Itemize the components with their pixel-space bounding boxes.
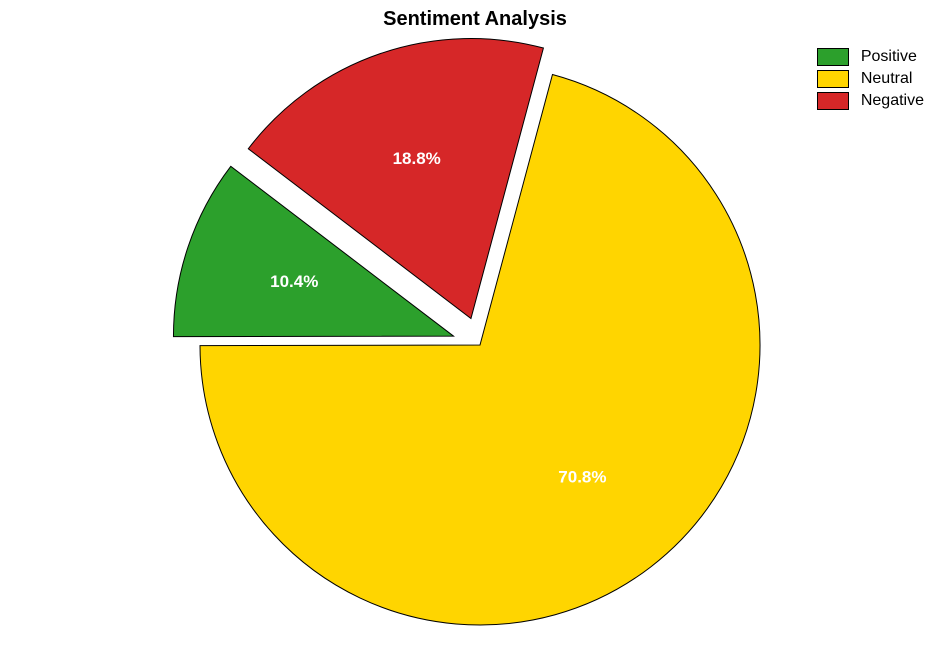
legend-swatch <box>817 92 849 110</box>
legend-swatch <box>817 70 849 88</box>
slice-label-neutral: 70.8% <box>558 468 606 487</box>
legend-label: Positive <box>861 48 917 66</box>
legend-label: Neutral <box>861 70 913 88</box>
legend-item: Negative <box>817 92 924 110</box>
legend: Positive Neutral Negative <box>817 48 924 114</box>
legend-item: Neutral <box>817 70 924 88</box>
legend-swatch <box>817 48 849 66</box>
pie-chart-svg: 18.8% 10.4% 70.8% <box>0 0 950 662</box>
pie-chart-container: Sentiment Analysis 18.8%10.4%70.8% Posit… <box>0 0 950 662</box>
slice-label-negative: 18.8% <box>393 149 441 168</box>
legend-label: Negative <box>861 92 924 110</box>
slice-label-positive: 10.4% <box>270 272 318 291</box>
legend-item: Positive <box>817 48 924 66</box>
